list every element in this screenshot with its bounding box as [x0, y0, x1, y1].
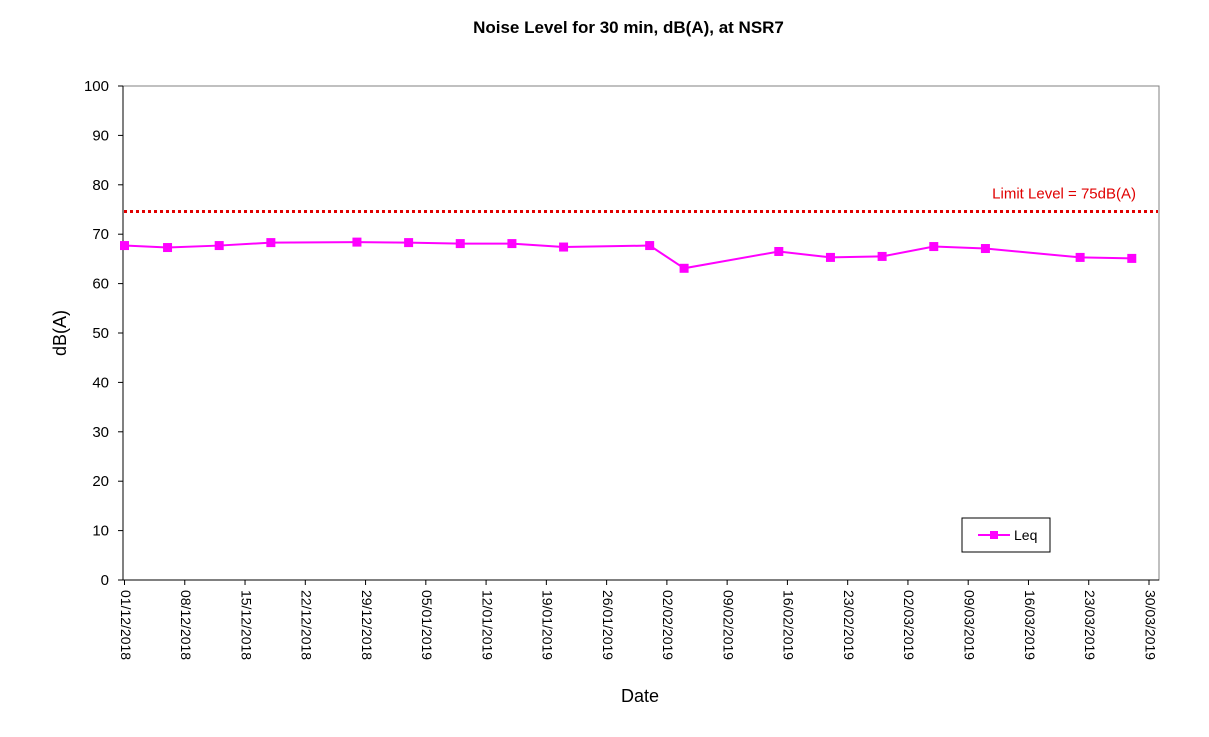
y-tick-label: 60	[92, 276, 109, 293]
x-tick-label: 05/01/2019	[419, 590, 435, 660]
y-tick-label: 10	[92, 523, 109, 540]
x-tick-label: 02/02/2019	[660, 590, 676, 660]
data-point-leq	[507, 239, 517, 249]
x-tick-label: 15/12/2018	[238, 590, 254, 660]
data-point-leq	[1127, 253, 1137, 263]
x-tick-label: 23/02/2019	[841, 590, 857, 660]
data-point-leq	[214, 241, 224, 251]
legend-label: Leq	[1014, 527, 1037, 543]
y-tick-label: 100	[84, 78, 109, 95]
data-point-leq	[266, 238, 276, 248]
data-point-leq	[825, 252, 835, 262]
x-tick-label: 12/01/2019	[479, 590, 495, 660]
x-tick-label: 16/03/2019	[1022, 590, 1038, 660]
data-point-leq	[404, 238, 414, 248]
x-tick-label: 22/12/2018	[299, 590, 315, 660]
data-point-leq	[929, 242, 939, 252]
x-tick-label: 19/01/2019	[540, 590, 556, 660]
x-tick-label: 29/12/2018	[359, 590, 375, 660]
data-point-leq	[774, 246, 784, 256]
y-tick-label: 20	[92, 473, 109, 490]
y-axis-title: dB(A)	[50, 310, 70, 356]
y-tick-label: 50	[92, 325, 109, 342]
chart-title: Noise Level for 30 min, dB(A), at NSR7	[473, 18, 784, 37]
y-tick-label: 70	[92, 226, 109, 243]
data-point-leq	[455, 239, 465, 249]
x-tick-label: 02/03/2019	[901, 590, 917, 660]
data-point-leq	[163, 243, 173, 253]
x-tick-label: 08/12/2018	[178, 590, 194, 660]
y-tick-label: 90	[92, 127, 109, 144]
data-point-leq	[352, 237, 362, 247]
x-tick-label: 26/01/2019	[600, 590, 616, 660]
data-point-leq	[120, 241, 129, 251]
y-tick-label: 40	[92, 374, 109, 391]
x-tick-label: 23/03/2019	[1082, 590, 1098, 660]
data-point-leq	[877, 251, 887, 261]
data-point-leq	[1075, 252, 1085, 262]
limit-level-label: Limit Level = 75dB(A)	[992, 185, 1136, 202]
x-tick-label: 16/02/2019	[781, 590, 797, 660]
x-tick-label: 09/03/2019	[962, 590, 978, 660]
y-tick-label: 0	[101, 572, 109, 589]
legend-marker	[990, 531, 998, 539]
x-tick-label: 09/02/2019	[720, 590, 736, 660]
data-point-leq	[645, 241, 655, 251]
x-tick-label: 01/12/2018	[118, 590, 134, 660]
data-point-leq	[559, 242, 569, 252]
x-tick-label: 30/03/2019	[1142, 590, 1158, 660]
y-tick-label: 80	[92, 177, 109, 194]
data-point-leq	[980, 244, 990, 254]
series-line-leq	[124, 241, 1132, 270]
data-point-leq	[679, 263, 689, 273]
plot-area	[122, 85, 1160, 581]
x-axis-title: Date	[621, 686, 659, 706]
y-tick-label: 30	[92, 424, 109, 441]
